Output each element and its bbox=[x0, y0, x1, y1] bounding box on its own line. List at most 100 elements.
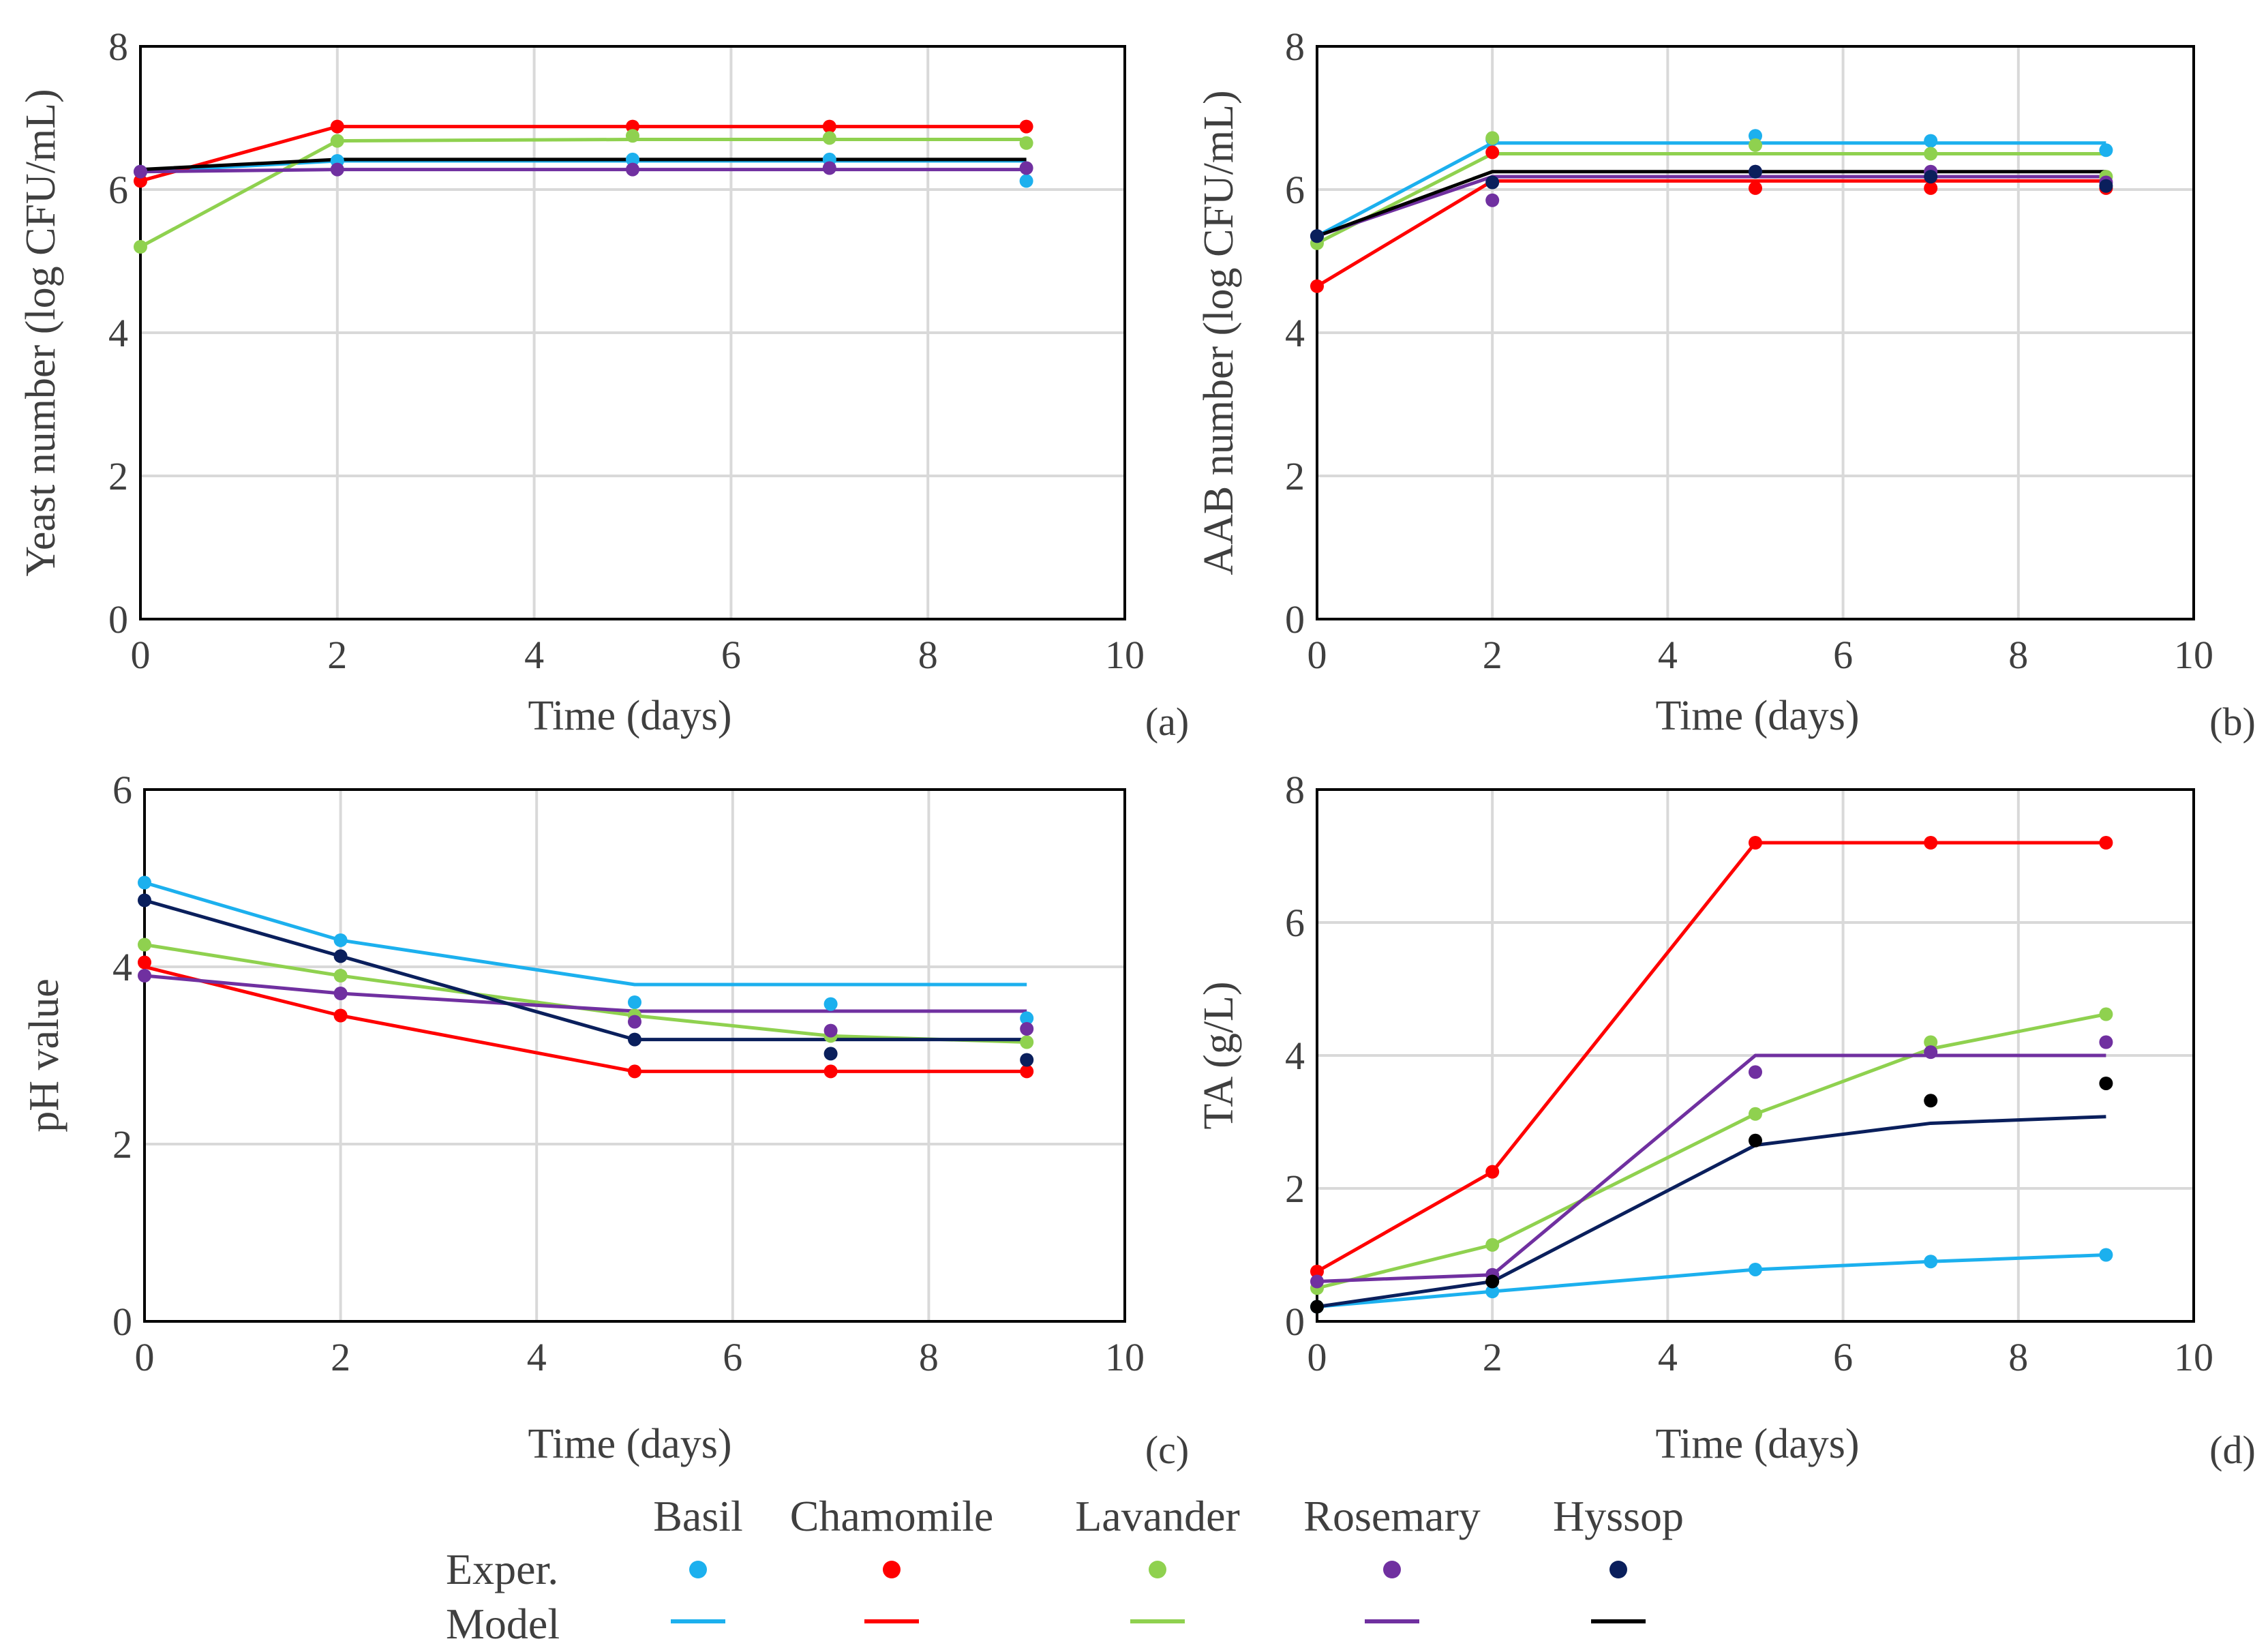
exp-point-rosemary bbox=[626, 162, 639, 177]
exp-point-rosemary bbox=[823, 1023, 838, 1038]
exp-point-rosemary bbox=[1019, 161, 1033, 175]
exp-point-hyssop bbox=[1485, 1274, 1500, 1289]
exp-point-lavander bbox=[134, 240, 147, 254]
exp-point-basil bbox=[823, 997, 838, 1011]
y-axis-label: AAB number (log CFU/mL) bbox=[1196, 90, 1242, 575]
model-line-rosemary bbox=[144, 974, 1027, 1013]
exp-point-lavander bbox=[1020, 1035, 1034, 1049]
x-tick-label: 0 bbox=[135, 1335, 155, 1379]
model-line-chamomile bbox=[140, 125, 1027, 183]
y-tick-label: 6 bbox=[1285, 168, 1305, 212]
y-tick-label: 4 bbox=[1285, 311, 1305, 355]
exp-point-chamomile bbox=[1485, 145, 1500, 160]
exp-point-rosemary bbox=[822, 161, 836, 175]
exp-point-lavander bbox=[1924, 147, 1938, 161]
exp-point-hyssop bbox=[823, 1047, 838, 1061]
exp-point-lavander bbox=[1019, 136, 1033, 150]
exp-point-chamomile bbox=[1020, 1064, 1034, 1079]
legend-name-basil: Basil bbox=[653, 1492, 743, 1540]
x-tick-label: 8 bbox=[918, 633, 938, 677]
legend-exp-marker bbox=[1383, 1561, 1401, 1578]
y-tick-label: 2 bbox=[108, 454, 128, 498]
x-tick-label: 8 bbox=[2008, 633, 2028, 677]
x-tick-label: 6 bbox=[723, 1335, 742, 1379]
x-tick-label: 0 bbox=[1307, 633, 1327, 677]
exp-point-basil bbox=[628, 995, 641, 1009]
model-line-lavander bbox=[139, 138, 1027, 249]
exp-point-lavander bbox=[333, 969, 348, 982]
exp-point-lavander bbox=[2099, 1007, 2113, 1021]
exp-point-basil bbox=[2099, 1248, 2113, 1262]
x-tick-label: 0 bbox=[1307, 1335, 1327, 1379]
x-tick-label: 8 bbox=[2008, 1335, 2028, 1379]
y-tick-label: 6 bbox=[1285, 901, 1305, 945]
exp-point-chamomile bbox=[823, 1064, 838, 1079]
exp-point-hyssop bbox=[2099, 179, 2113, 193]
model-line-chamomile bbox=[1316, 179, 2106, 288]
x-axis-label: Time (days) bbox=[1655, 1421, 1859, 1467]
exp-point-basil bbox=[1020, 1011, 1034, 1025]
y-tick-label: 0 bbox=[108, 597, 128, 642]
chart-panels: 0 2 4 6 8 10 0 2 4 6 8 Time (days) Yeast number (log… bbox=[18, 25, 2256, 1472]
exp-point-chamomile bbox=[2099, 836, 2113, 850]
exp-point-chamomile bbox=[1749, 181, 1762, 195]
legend-exp-marker bbox=[1609, 1561, 1627, 1578]
exp-point-lavander bbox=[1749, 1107, 1762, 1121]
exp-point-hyssop bbox=[1485, 175, 1500, 190]
exp-point-rosemary bbox=[2099, 1035, 2113, 1049]
y-tick-label: 4 bbox=[108, 311, 128, 355]
y-tick-label: 0 bbox=[112, 1300, 132, 1344]
exp-point-lavander bbox=[1485, 1238, 1500, 1252]
exp-point-basil bbox=[1924, 134, 1938, 148]
exp-point-basil bbox=[626, 152, 639, 166]
y-tick-label: 2 bbox=[1285, 1167, 1305, 1211]
y-tick-label: 8 bbox=[1285, 25, 1305, 69]
plot-frame bbox=[139, 45, 1126, 620]
exp-point-chamomile bbox=[1310, 1264, 1324, 1278]
x-tick-label: 2 bbox=[331, 1335, 350, 1379]
chart-panel-2: 0 2 4 6 8 10 0 2 4 6 8 Time (days) AAB number (log C… bbox=[1196, 25, 2256, 744]
model-line-basil bbox=[1316, 1253, 2106, 1309]
exp-point-hyssop bbox=[1749, 164, 1762, 179]
exp-point-chamomile bbox=[1749, 836, 1762, 850]
x-axis-label: Time (days) bbox=[528, 1421, 731, 1467]
y-tick-label: 0 bbox=[1285, 597, 1305, 642]
model-line-chamomile bbox=[144, 965, 1027, 1073]
exp-point-chamomile bbox=[1485, 1165, 1500, 1179]
exp-point-chamomile bbox=[1924, 181, 1938, 195]
y-tick-label: 6 bbox=[112, 768, 132, 812]
exp-point-lavander bbox=[1924, 1035, 1938, 1049]
exp-point-rosemary bbox=[1020, 1022, 1034, 1036]
exp-point-chamomile bbox=[1310, 279, 1324, 293]
legend-model-label: Model bbox=[446, 1600, 560, 1648]
legend-name-hyssop: Hyssop bbox=[1553, 1492, 1684, 1540]
legend: Basil Chamomile Lavander Rosemary Hyssop Expe… bbox=[446, 1492, 1684, 1648]
x-tick-label: 4 bbox=[1658, 633, 1678, 677]
exp-point-hyssop bbox=[1310, 229, 1324, 243]
legend-exp-marker bbox=[883, 1561, 901, 1578]
exp-point-hyssop bbox=[2099, 1076, 2113, 1090]
y-tick-label: 4 bbox=[1285, 1034, 1305, 1078]
chart-panel-1: 0 2 4 6 8 10 0 2 4 6 8 Time (days) Yeast number (log… bbox=[18, 25, 1189, 744]
exp-point-basil bbox=[2099, 143, 2113, 158]
model-line-lavander bbox=[144, 943, 1027, 1044]
exp-point-basil bbox=[1749, 1262, 1762, 1276]
y-tick-label: 2 bbox=[112, 1122, 132, 1167]
chart-panel-3: 0 2 4 6 8 10 0 2 4 6 Time (days) pH value (c) bbox=[21, 768, 1189, 1472]
exp-point-hyssop bbox=[1924, 1094, 1938, 1108]
exp-point-hyssop bbox=[1924, 170, 1938, 184]
x-tick-label: 2 bbox=[1483, 1335, 1502, 1379]
x-tick-label: 2 bbox=[327, 633, 347, 677]
x-tick-label: 6 bbox=[721, 633, 741, 677]
exp-point-chamomile bbox=[822, 119, 836, 134]
y-tick-label: 8 bbox=[1285, 768, 1305, 812]
exp-point-basil bbox=[333, 933, 348, 947]
exp-point-hyssop bbox=[138, 893, 151, 907]
x-tick-label: 4 bbox=[527, 1335, 547, 1379]
panel-label: (b) bbox=[2209, 700, 2256, 744]
x-tick-label: 4 bbox=[1658, 1335, 1678, 1379]
x-tick-label: 6 bbox=[1833, 633, 1853, 677]
x-tick-label: 4 bbox=[524, 633, 544, 677]
exp-point-chamomile bbox=[628, 1064, 641, 1079]
